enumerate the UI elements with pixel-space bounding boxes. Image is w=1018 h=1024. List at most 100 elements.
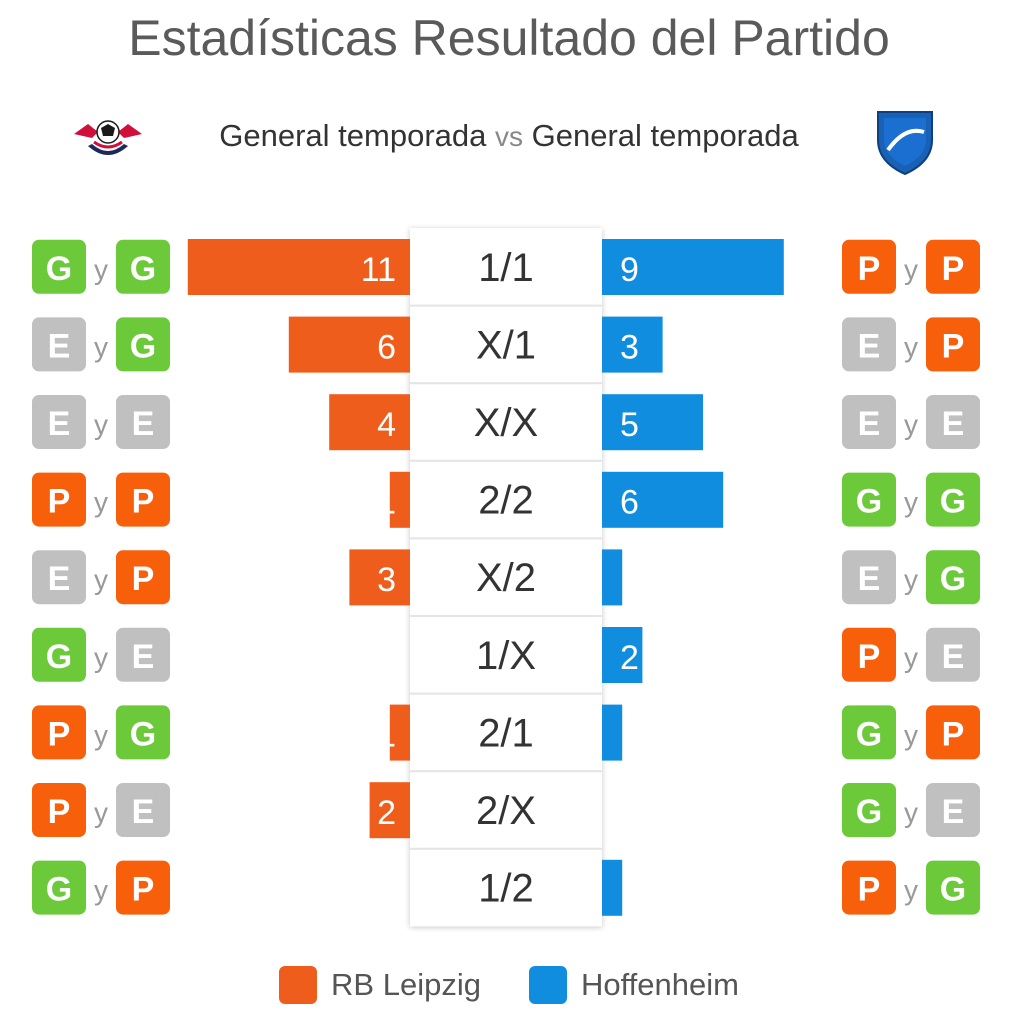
- category-label: 1/X: [476, 634, 536, 678]
- category-label: X/1: [476, 323, 536, 367]
- away-result-badge: [842, 705, 896, 760]
- away-bar: [602, 471, 724, 528]
- away-bar-label: 1: [620, 872, 639, 910]
- away-badge-joiner: y: [904, 642, 918, 673]
- home-badge-joiner: y: [94, 875, 108, 906]
- away-bar-label: 3: [620, 328, 639, 366]
- away-result-badge: [926, 317, 980, 372]
- category-label: 1/1: [478, 246, 534, 290]
- category-label: 2/X: [476, 789, 536, 833]
- legend-swatch-away: [528, 966, 567, 1004]
- hoffenheim-logo: [877, 111, 933, 176]
- home-bar-label: 2: [377, 794, 396, 832]
- away-result-badge: [926, 860, 980, 915]
- away-result-badge-letter: E: [858, 327, 881, 365]
- home-result-badge: [32, 627, 86, 682]
- away-result-badge: [842, 472, 896, 527]
- home-result-badge-letter: G: [46, 871, 72, 909]
- home-result-badge-letter: E: [132, 793, 155, 831]
- away-badge-joiner: y: [904, 564, 918, 595]
- home-bar: [389, 704, 410, 761]
- home-result-badge: [116, 550, 170, 605]
- away-bar-label: 1: [620, 561, 639, 599]
- away-bar-label: 9: [620, 251, 639, 289]
- category-label: 2/2: [478, 479, 534, 523]
- home-bar-label: 4: [377, 406, 396, 444]
- legend: RB Leipzig Hoffenheim: [0, 966, 1018, 1004]
- away-result-badge-letter: E: [942, 638, 965, 676]
- home-result-badge: [32, 472, 86, 527]
- home-result-badge-letter: G: [46, 638, 72, 676]
- category-label: X/X: [474, 401, 538, 445]
- away-result-badge: [842, 239, 896, 294]
- subtitle: General temporada vs General temporada: [0, 112, 1018, 161]
- away-badge-joiner: y: [904, 719, 918, 750]
- away-result-badge: [926, 627, 980, 682]
- away-bar-label: 6: [620, 484, 639, 522]
- home-result-badge-letter: E: [48, 560, 71, 598]
- away-result-badge-letter: G: [856, 793, 882, 831]
- home-result-badge-letter: P: [48, 793, 71, 831]
- away-result-badge-letter: E: [858, 405, 881, 443]
- away-result-badge-letter: G: [856, 715, 882, 753]
- away-result-badge-letter: P: [942, 250, 965, 288]
- away-badge-joiner: y: [904, 875, 918, 906]
- home-bar: [288, 316, 410, 373]
- legend-label-away: Hoffenheim: [580, 967, 739, 1002]
- away-result-badge: [926, 783, 980, 837]
- legend-swatch-home: [279, 966, 318, 1004]
- away-bar: [602, 859, 623, 916]
- home-bar: [329, 394, 410, 451]
- away-result-badge: [842, 627, 896, 682]
- away-badge-joiner: y: [904, 331, 918, 362]
- away-bar-label: 2: [620, 639, 639, 677]
- home-result-badge-letter: P: [132, 560, 155, 598]
- away-result-badge-letter: E: [942, 793, 965, 831]
- away-result-badge: [926, 239, 980, 294]
- home-bar-label: 6: [377, 328, 396, 366]
- away-bar: [602, 704, 623, 761]
- away-result-badge-letter: P: [942, 327, 965, 365]
- away-bar: [602, 316, 663, 373]
- home-result-badge-letter: E: [132, 638, 155, 676]
- home-badge-joiner: y: [94, 797, 108, 828]
- legend-item-home: RB Leipzig: [279, 966, 481, 1004]
- vs-label: vs: [495, 121, 523, 152]
- home-result-badge-letter: E: [48, 327, 71, 365]
- away-result-badge-letter: E: [942, 405, 965, 443]
- home-bar: [187, 239, 410, 295]
- away-result-badge-letter: P: [858, 871, 881, 909]
- home-result-badge: [32, 550, 86, 605]
- home-badge-joiner: y: [94, 642, 108, 673]
- home-result-badge: [32, 860, 86, 915]
- away-result-badge: [842, 783, 896, 837]
- away-badge-joiner: y: [904, 797, 918, 828]
- away-result-badge: [842, 550, 896, 605]
- away-badge-joiner: y: [904, 487, 918, 518]
- home-period-label: General temporada: [219, 118, 487, 153]
- away-result-badge-letter: P: [942, 715, 965, 753]
- away-bar-label: 5: [620, 406, 639, 444]
- away-bar: [602, 394, 703, 451]
- away-result-badge-letter: G: [940, 560, 966, 598]
- home-result-badge: [32, 705, 86, 760]
- home-result-badge: [116, 395, 170, 449]
- away-result-badge-letter: E: [858, 560, 881, 598]
- chart-title: Estadísticas Resultado del Partido: [128, 10, 890, 66]
- home-badge-joiner: y: [94, 331, 108, 362]
- rb-leipzig-logo: [74, 120, 142, 155]
- home-result-badge: [116, 860, 170, 915]
- legend-label-home: RB Leipzig: [331, 967, 481, 1002]
- home-result-badge-letter: G: [130, 327, 156, 365]
- home-result-badge: [116, 705, 170, 760]
- home-result-badge-letter: P: [132, 483, 155, 521]
- home-result-badge: [116, 783, 170, 837]
- away-badge-joiner: y: [904, 254, 918, 285]
- home-bar: [369, 782, 410, 839]
- home-result-badge-letter: E: [48, 405, 71, 443]
- home-result-badge: [116, 239, 170, 294]
- home-badge-joiner: y: [94, 487, 108, 518]
- home-result-badge-letter: P: [132, 871, 155, 909]
- away-bar-label: 1: [620, 716, 639, 754]
- category-label: 2/1: [478, 711, 534, 755]
